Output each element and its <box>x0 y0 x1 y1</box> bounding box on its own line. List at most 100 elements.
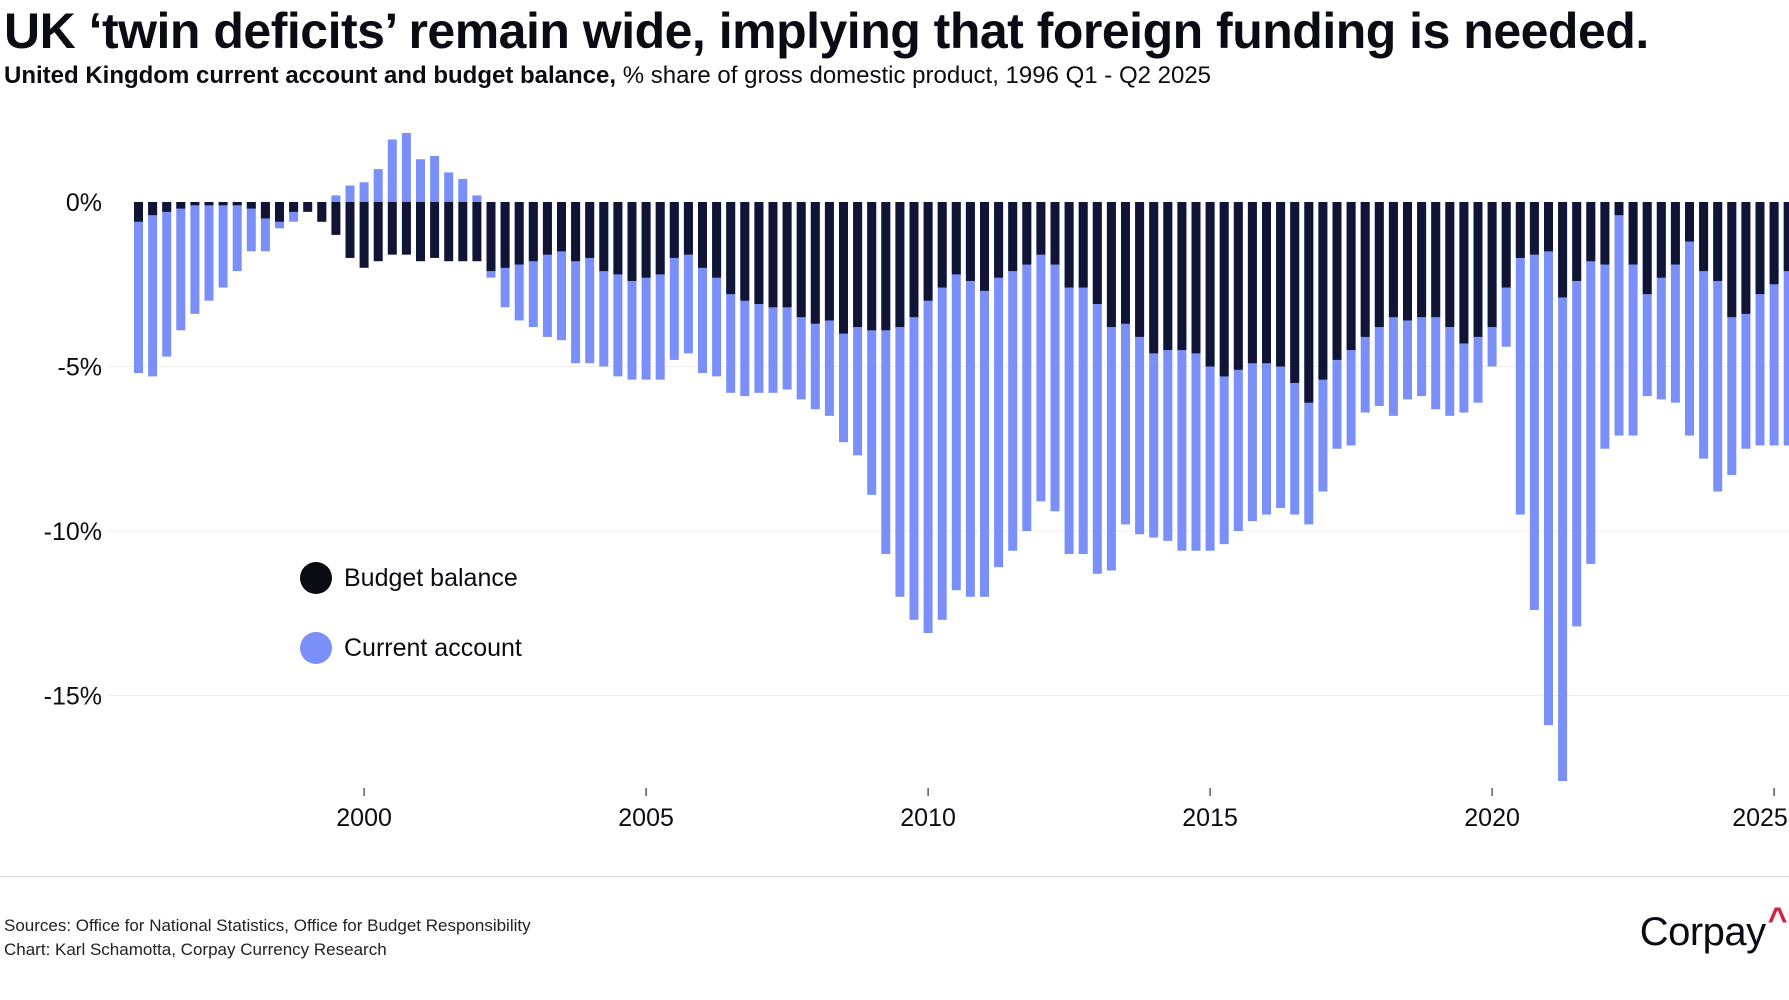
bar-current-account <box>726 202 736 393</box>
bar-budget-balance <box>260 202 270 219</box>
bar-current-account <box>1008 202 1018 551</box>
bar-budget-balance <box>1008 202 1018 272</box>
bar-current-account <box>1544 202 1553 726</box>
bar-budget-balance <box>359 202 369 268</box>
bar-budget-balance <box>1318 202 1328 380</box>
bar-current-account <box>937 202 947 620</box>
bar-budget-balance <box>1685 202 1694 242</box>
bar-budget-balance <box>1149 202 1159 354</box>
bar-budget-balance <box>528 202 538 262</box>
bar-budget-balance <box>796 202 806 318</box>
bar-budget-balance <box>1346 202 1356 351</box>
bar-budget-balance <box>1064 202 1074 288</box>
bar-current-account <box>1572 202 1582 627</box>
bar-current-account <box>542 202 552 337</box>
bar-budget-balance <box>951 202 961 275</box>
bar-current-account <box>1529 202 1539 610</box>
bar-budget-balance <box>1290 202 1300 383</box>
bar-current-account <box>444 172 454 202</box>
bar-budget-balance <box>1205 202 1215 367</box>
bar-budget-balance <box>867 202 877 331</box>
bar-budget-balance <box>740 202 750 301</box>
sources: Sources: Office for National Statistics,… <box>4 914 531 962</box>
bar-budget-balance <box>401 202 411 255</box>
bar-current-account <box>881 202 891 555</box>
bar-budget-balance <box>1713 202 1723 281</box>
bar-budget-balance <box>1233 202 1243 370</box>
bar-budget-balance <box>1487 202 1497 328</box>
bar-current-account <box>655 202 665 380</box>
bar-current-account <box>1121 202 1130 525</box>
x-tick-label: 2010 <box>900 804 956 832</box>
bar-budget-balance <box>1670 202 1680 265</box>
bar-budget-balance <box>1741 202 1751 314</box>
bar-budget-balance <box>881 202 891 331</box>
bar-budget-balance <box>1219 202 1229 377</box>
bar-budget-balance <box>444 202 454 262</box>
bar-budget-balance <box>1473 202 1483 337</box>
bar-current-account <box>260 202 270 252</box>
bar-current-account <box>1769 202 1779 446</box>
bar-current-account <box>1558 202 1568 782</box>
bar-current-account <box>1727 202 1737 476</box>
bar-budget-balance <box>683 202 693 255</box>
bar-budget-balance <box>458 202 468 262</box>
bar-current-account <box>683 202 693 354</box>
bar-budget-balance <box>1135 202 1145 337</box>
bar-budget-balance <box>345 202 355 258</box>
bar-current-account <box>1064 202 1074 555</box>
y-tick-label: -15% <box>44 683 102 711</box>
bar-current-account <box>1755 202 1765 446</box>
bar-budget-balance <box>768 202 778 308</box>
bar-budget-balance <box>1572 202 1582 281</box>
bar-budget-balance <box>1036 202 1046 255</box>
bar-budget-balance <box>698 202 707 268</box>
bar-budget-balance <box>1529 202 1539 255</box>
bar-current-account <box>430 155 440 202</box>
bar-budget-balance <box>1600 202 1610 265</box>
bar-current-account <box>867 202 877 495</box>
bar-current-account <box>669 202 679 360</box>
y-tick-label: 0% <box>66 189 102 217</box>
bar-budget-balance <box>430 202 440 258</box>
bar-budget-balance <box>613 202 623 275</box>
x-tick-label: 2025 <box>1732 804 1788 832</box>
bar-current-account <box>1050 202 1060 512</box>
bar-budget-balance <box>712 202 722 278</box>
bar-budget-balance <box>1642 202 1652 295</box>
bar-current-account <box>401 132 411 202</box>
bar-budget-balance <box>1022 202 1032 265</box>
bar-budget-balance <box>627 202 637 281</box>
bar-current-account <box>331 195 341 202</box>
bar-current-account <box>1036 202 1046 502</box>
bar-budget-balance <box>542 202 552 255</box>
bar-current-account <box>345 185 355 202</box>
legend-swatch-current <box>300 632 332 664</box>
bar-budget-balance <box>839 202 848 334</box>
bar-budget-balance <box>853 202 863 328</box>
bar-budget-balance <box>1431 202 1441 318</box>
brand-caret-icon: ^ <box>1767 901 1788 939</box>
bar-current-account <box>472 195 482 202</box>
legend-label-budget: Budget balance <box>344 564 518 592</box>
bar-budget-balance <box>994 202 1004 278</box>
bar-budget-balance <box>965 202 975 281</box>
bar-current-account <box>951 202 961 591</box>
y-tick-label: -10% <box>44 518 102 546</box>
bar-budget-balance <box>1699 202 1709 272</box>
subtitle-bold: United Kingdom current account and budge… <box>4 62 617 89</box>
bar-current-account <box>641 202 651 380</box>
bar-current-account <box>965 202 975 597</box>
footer-divider <box>0 876 1789 877</box>
bar-budget-balance <box>1727 202 1737 318</box>
bar-budget-balance <box>669 202 679 258</box>
bar-current-account <box>557 202 566 341</box>
bar-current-account <box>1515 202 1525 515</box>
bar-budget-balance <box>246 202 256 209</box>
bar-budget-balance <box>1769 202 1779 285</box>
bar-current-account <box>613 202 623 377</box>
bar-current-account <box>387 139 397 202</box>
bar-current-account <box>1078 202 1088 555</box>
bar-budget-balance <box>571 202 581 262</box>
bar-budget-balance <box>1332 202 1342 360</box>
